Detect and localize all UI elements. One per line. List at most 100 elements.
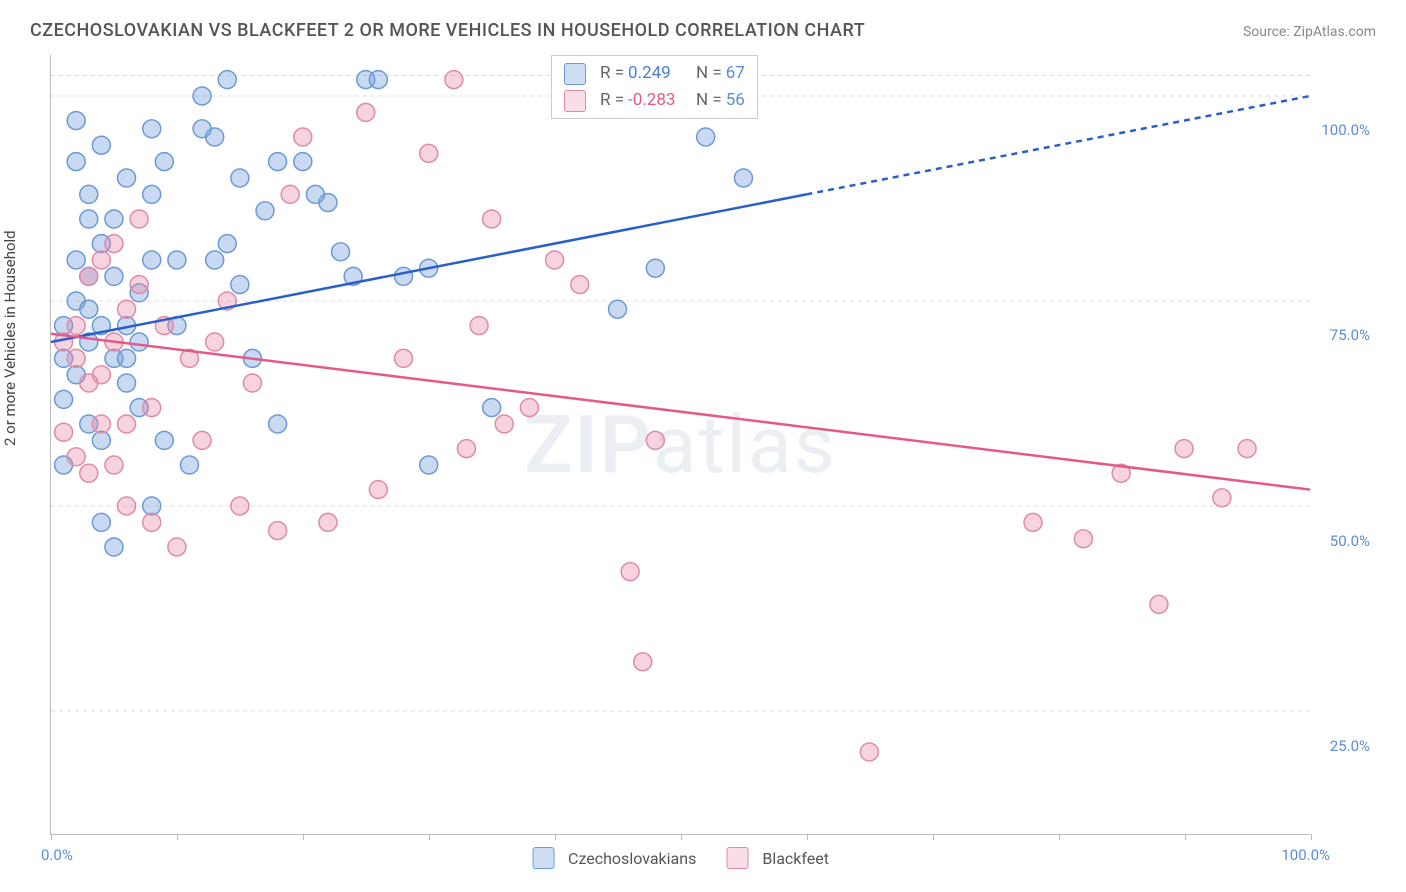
scatter-point <box>646 259 664 277</box>
legend-item: Blackfeet <box>726 847 829 869</box>
scatter-point <box>80 267 98 285</box>
scatter-point <box>55 423 73 441</box>
scatter-point <box>218 71 236 89</box>
scatter-point <box>80 464 98 482</box>
scatter-point <box>306 185 324 203</box>
scatter-point <box>80 185 98 203</box>
scatter-point <box>369 71 387 89</box>
scatter-point <box>495 415 513 433</box>
scatter-point <box>1150 595 1168 613</box>
trend-line <box>51 194 806 342</box>
n-value: 56 <box>726 87 745 114</box>
scatter-point <box>634 653 652 671</box>
scatter-point <box>1175 440 1193 458</box>
scatter-point <box>130 276 148 294</box>
trend-line-dashed <box>806 96 1310 194</box>
y-axis-label: 50.0% <box>1330 532 1370 550</box>
stats-row: R = -0.283 N = 56 <box>564 87 745 114</box>
x-tick <box>429 834 430 840</box>
scatter-point <box>118 300 136 318</box>
scatter-point <box>168 538 186 556</box>
source-credit: Source: ZipAtlas.com <box>1243 24 1376 40</box>
scatter-point <box>67 448 85 466</box>
legend-label: Czechoslovakians <box>568 849 696 868</box>
scatter-point <box>457 440 475 458</box>
scatter-point <box>130 333 148 351</box>
scatter-point <box>67 153 85 171</box>
scatter-point <box>621 563 639 581</box>
scatter-point <box>269 522 287 540</box>
scatter-point <box>105 267 123 285</box>
scatter-point <box>571 276 589 294</box>
y-axis-title: 2 or more Vehicles in Household <box>1 230 19 446</box>
scatter-point <box>256 202 274 220</box>
scatter-point <box>269 153 287 171</box>
n-value: 67 <box>726 60 745 87</box>
scatter-point <box>420 456 438 474</box>
scatter-point <box>67 112 85 130</box>
scatter-point <box>92 431 110 449</box>
scatter-point <box>118 169 136 187</box>
scatter-point <box>697 128 715 146</box>
scatter-point <box>118 415 136 433</box>
scatter-point <box>67 349 85 367</box>
x-tick <box>933 834 934 840</box>
y-axis-label: 75.0% <box>1330 326 1370 344</box>
scatter-point <box>357 103 375 121</box>
scatter-point <box>118 374 136 392</box>
scatter-point <box>92 136 110 154</box>
scatter-point <box>294 128 312 146</box>
scatter-point <box>143 513 161 531</box>
x-tick <box>1059 834 1060 840</box>
legend-swatch-icon <box>726 847 748 869</box>
x-tick <box>177 834 178 840</box>
source-value: ZipAtlas.com <box>1293 24 1376 40</box>
scatter-point <box>520 399 538 417</box>
legend-item: Czechoslovakians <box>532 847 696 869</box>
scatter-point <box>193 431 211 449</box>
legend-label: Blackfeet <box>762 849 829 868</box>
scatter-point <box>55 390 73 408</box>
scatter-point <box>860 743 878 761</box>
scatter-point <box>231 276 249 294</box>
scatter-point <box>130 210 148 228</box>
y-axis-label: 25.0% <box>1330 737 1370 755</box>
x-axis-min-label: 0.0% <box>41 846 73 864</box>
stats-legend: R = 0.249 N = 67 R = -0.283 N = 56 <box>551 55 758 119</box>
scatter-point <box>395 349 413 367</box>
r-label: R = <box>600 87 624 114</box>
scatter-point <box>1238 440 1256 458</box>
scatter-point <box>206 251 224 269</box>
r-value: -0.283 <box>628 87 688 114</box>
scatter-point <box>105 456 123 474</box>
scatter-point <box>92 415 110 433</box>
scatter-point <box>105 538 123 556</box>
scatter-point <box>67 251 85 269</box>
legend-swatch-icon <box>532 847 554 869</box>
scatter-point <box>92 251 110 269</box>
scatter-point <box>231 497 249 515</box>
scatter-point <box>369 481 387 499</box>
scatter-point <box>646 431 664 449</box>
x-axis-max-label: 100.0% <box>1281 846 1330 864</box>
scatter-point <box>420 144 438 162</box>
scatter-point <box>80 210 98 228</box>
scatter-point <box>168 251 186 269</box>
n-label: N = <box>696 87 722 114</box>
scatter-point <box>206 128 224 146</box>
chart-title: CZECHOSLOVAKIAN VS BLACKFEET 2 OR MORE V… <box>30 20 865 41</box>
scatter-point <box>294 153 312 171</box>
scatter-point <box>231 169 249 187</box>
scatter-point <box>155 431 173 449</box>
scatter-point <box>105 210 123 228</box>
scatter-point <box>206 333 224 351</box>
plot-svg <box>51 55 1310 834</box>
scatter-point <box>118 349 136 367</box>
scatter-point <box>483 210 501 228</box>
scatter-point <box>395 267 413 285</box>
x-tick <box>51 834 52 840</box>
scatter-point <box>155 153 173 171</box>
scatter-point <box>546 251 564 269</box>
scatter-point <box>143 497 161 515</box>
scatter-point <box>734 169 752 187</box>
